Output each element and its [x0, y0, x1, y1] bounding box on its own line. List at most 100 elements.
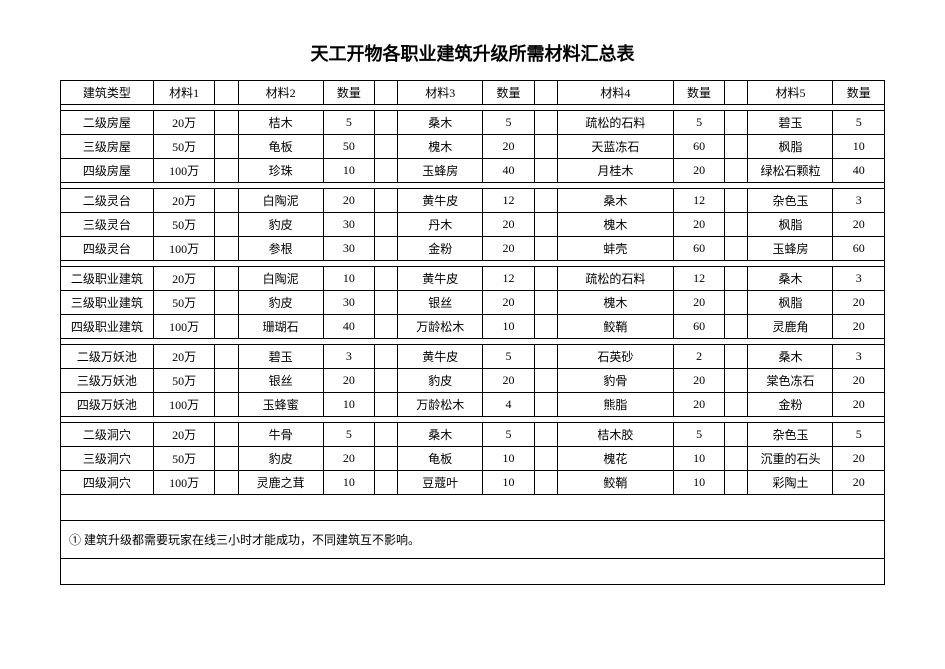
table-cell: 灵鹿之茸: [238, 471, 323, 495]
table-cell: [534, 345, 557, 369]
table-cell: 熊脂: [557, 393, 673, 417]
table-cell: 天蓝冻石: [557, 135, 673, 159]
table-cell: 白陶泥: [238, 189, 323, 213]
table-cell: [375, 267, 398, 291]
table-cell: 黄牛皮: [398, 345, 483, 369]
table-header-row: 建筑类型 材料1 材料2 数量 材料3 数量 材料4 数量 材料5 数量: [61, 81, 885, 105]
table-cell: [215, 189, 238, 213]
table-cell: 白陶泥: [238, 267, 323, 291]
table-cell: 50: [323, 135, 375, 159]
table-cell: 石英砂: [557, 345, 673, 369]
table-cell: [215, 345, 238, 369]
table-row: 三级洞穴50万豹皮20龟板10槐花10沉重的石头20: [61, 447, 885, 471]
table-cell: 桑木: [748, 345, 833, 369]
table-cell: 蚌壳: [557, 237, 673, 261]
table-cell: 金粉: [398, 237, 483, 261]
group-separator: [61, 495, 885, 521]
table-row: 四级洞穴100万灵鹿之茸10豆蔻叶10鲛鞘10彩陶土20: [61, 471, 885, 495]
table-cell: 5: [833, 111, 885, 135]
table-cell: 40: [483, 159, 535, 183]
table-cell: 桔木胶: [557, 423, 673, 447]
table-cell: 100万: [153, 159, 215, 183]
table-cell: 豹皮: [238, 213, 323, 237]
table-cell: 10: [323, 393, 375, 417]
table-cell: 枫脂: [748, 135, 833, 159]
table-cell: 月桂木: [557, 159, 673, 183]
table-cell: 龟板: [398, 447, 483, 471]
table-cell: 50万: [153, 213, 215, 237]
table-cell: [375, 213, 398, 237]
table-cell: [534, 393, 557, 417]
table-cell: 金粉: [748, 393, 833, 417]
table-cell: [725, 393, 748, 417]
table-cell: [215, 291, 238, 315]
table-cell: 5: [323, 423, 375, 447]
note-text: ① 建筑升级都需要玩家在线三小时才能成功，不同建筑互不影响。: [61, 521, 885, 559]
table-cell: 疏松的石料: [557, 111, 673, 135]
table-row: 二级灵台20万白陶泥20黄牛皮12桑木12杂色玉3: [61, 189, 885, 213]
table-cell: [215, 135, 238, 159]
table-cell: 沉重的石头: [748, 447, 833, 471]
table-cell: 20: [483, 369, 535, 393]
table-cell: 玉蜂蜜: [238, 393, 323, 417]
table-cell: 牛骨: [238, 423, 323, 447]
col-header: 数量: [483, 81, 535, 105]
table-cell: [725, 447, 748, 471]
table-cell: 30: [323, 213, 375, 237]
table-cell: 20: [323, 369, 375, 393]
table-cell: 100万: [153, 393, 215, 417]
table-cell: [534, 471, 557, 495]
table-cell: 20: [483, 213, 535, 237]
table-cell: [534, 159, 557, 183]
col-header: 数量: [673, 81, 725, 105]
table-cell: 四级职业建筑: [61, 315, 154, 339]
table-cell: 20: [323, 447, 375, 471]
table-cell: [534, 213, 557, 237]
table-cell: 20: [673, 213, 725, 237]
table-cell: 灵鹿角: [748, 315, 833, 339]
table-cell: 40: [323, 315, 375, 339]
table-cell: 四级灵台: [61, 237, 154, 261]
col-header: 材料3: [398, 81, 483, 105]
table-cell: 桔木: [238, 111, 323, 135]
col-header: 数量: [833, 81, 885, 105]
table-cell: 20: [483, 237, 535, 261]
table-cell: 3: [323, 345, 375, 369]
table-row: 四级灵台100万参根30金粉20蚌壳60玉蜂房60: [61, 237, 885, 261]
table-cell: 20: [833, 315, 885, 339]
table-cell: 万龄松木: [398, 393, 483, 417]
table-cell: 50万: [153, 135, 215, 159]
note-row: ① 建筑升级都需要玩家在线三小时才能成功，不同建筑互不影响。: [61, 521, 885, 559]
table-cell: 参根: [238, 237, 323, 261]
table-cell: 20: [833, 291, 885, 315]
table-cell: 60: [833, 237, 885, 261]
table-cell: 槐花: [557, 447, 673, 471]
table-cell: [534, 447, 557, 471]
table-cell: 万龄松木: [398, 315, 483, 339]
table-cell: 10: [673, 471, 725, 495]
table-cell: [725, 135, 748, 159]
table-row: 三级职业建筑50万豹皮30银丝20槐木20枫脂20: [61, 291, 885, 315]
table-cell: [725, 237, 748, 261]
table-cell: 10: [673, 447, 725, 471]
table-row: 三级灵台50万豹皮30丹木20槐木20枫脂20: [61, 213, 885, 237]
table-cell: 20: [833, 447, 885, 471]
table-cell: [375, 447, 398, 471]
table-cell: 20万: [153, 189, 215, 213]
table-cell: 珍珠: [238, 159, 323, 183]
table-cell: [725, 423, 748, 447]
table-row: 二级万妖池20万碧玉3黄牛皮5石英砂2桑木3: [61, 345, 885, 369]
table-cell: 枫脂: [748, 291, 833, 315]
table-cell: [725, 159, 748, 183]
table-cell: 12: [483, 189, 535, 213]
table-cell: 槐木: [398, 135, 483, 159]
table-cell: [215, 213, 238, 237]
table-row: 四级房屋100万珍珠10玉蜂房40月桂木20绿松石颗粒40: [61, 159, 885, 183]
table-cell: [725, 189, 748, 213]
table-cell: 50万: [153, 447, 215, 471]
group-separator: [61, 559, 885, 585]
table-cell: 珊瑚石: [238, 315, 323, 339]
table-cell: 桑木: [557, 189, 673, 213]
table-cell: 10: [323, 471, 375, 495]
table-cell: [725, 291, 748, 315]
